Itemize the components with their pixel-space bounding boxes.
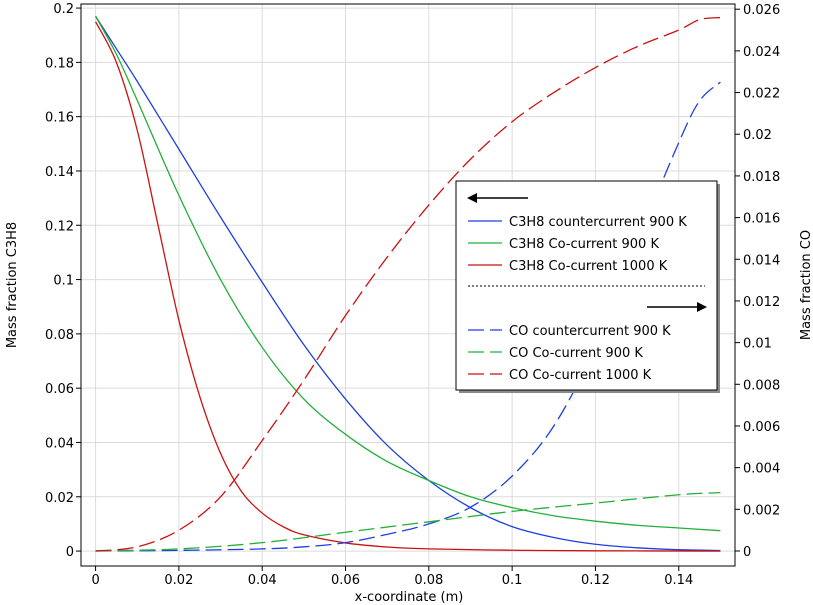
legend-label: C3H8 countercurrent 900 K: [509, 215, 687, 230]
legend-right-axis-arrow: [647, 302, 707, 312]
x-tick-label: 0.08: [414, 573, 443, 588]
series-lines: [95, 15, 721, 552]
series-line-5: [95, 492, 721, 552]
y-left-tick-label: 0.14: [45, 165, 74, 180]
y-right-tick-label: 0.022: [743, 87, 780, 102]
series-line-2: [95, 15, 721, 532]
y-right-tick-label: 0.014: [743, 253, 780, 268]
x-tick-label: 0.14: [664, 573, 693, 588]
y-right-tick-label: 0.004: [743, 462, 780, 477]
y-right-tick-label: 0.018: [743, 170, 780, 185]
series-line-6: [95, 16, 721, 552]
y-right-tick-label: 0.024: [743, 45, 780, 60]
y-axis-left-label: Mass fraction C3H8: [5, 222, 20, 348]
x-tick-label: 0.12: [581, 573, 610, 588]
y-left-tick-label: 0.16: [45, 111, 74, 126]
series-line-1: [95, 15, 721, 552]
y-right-tick-label: 0: [743, 545, 751, 560]
y-right-tick-label: 0.002: [743, 503, 780, 518]
y-left-tick-label: 0.2: [53, 2, 74, 17]
legend-left-axis-arrow: [467, 193, 528, 203]
y-axis-left-ticks: 0 0.02 0.04 0.06 0.08 0.1 0.12 0.14 0.16 0.18 0.2: [45, 2, 81, 560]
y-right-tick-label: 0.012: [743, 295, 780, 310]
y-left-tick-label: 0.1: [53, 274, 74, 289]
series-line-4: [95, 81, 721, 552]
y-right-tick-label: 0.02: [743, 128, 772, 143]
y-axis-right-ticks: 0 0.002 0.004 0.006 0.008 0.01 0.012 0.014 0.016…: [735, 3, 780, 560]
y-left-tick-label: 0.06: [45, 382, 74, 397]
x-tick-label: 0.1: [502, 573, 523, 588]
legend-label: CO countercurrent 900 K: [509, 324, 671, 339]
y-right-tick-label: 0.016: [743, 212, 780, 227]
y-left-tick-label: 0.02: [45, 491, 74, 506]
legend-label: CO Co-current 1000 K: [509, 368, 652, 383]
y-left-tick-label: 0.18: [45, 56, 74, 71]
legend: C3H8 countercurrent 900 K C3H8 Co-current…: [455, 180, 720, 393]
y-left-tick-label: 0.04: [45, 436, 74, 451]
x-tick-label: 0.04: [248, 573, 277, 588]
x-axis-ticks: 0 0.02 0.04 0.06 0.08 0.1 0.12 0.14: [91, 566, 693, 588]
y-right-tick-label: 0.006: [743, 420, 780, 435]
legend-label: CO Co-current 900 K: [509, 346, 643, 361]
y-right-tick-label: 0.01: [743, 337, 772, 352]
legend-label: C3H8 Co-current 1000 K: [509, 259, 668, 274]
series-line-3: [95, 21, 721, 552]
x-tick-label: 0.06: [331, 573, 360, 588]
y-right-tick-label: 0.026: [743, 3, 780, 18]
y-left-tick-label: 0: [66, 545, 74, 560]
y-right-tick-label: 0.008: [743, 378, 780, 393]
x-axis-label: x-coordinate (m): [355, 590, 464, 605]
x-tick-label: 0: [91, 573, 99, 588]
y-axis-right-label: Mass fraction CO: [799, 230, 813, 340]
y-left-tick-label: 0.12: [45, 219, 74, 234]
x-tick-label: 0.02: [164, 573, 193, 588]
y-left-tick-label: 0.08: [45, 328, 74, 343]
plot-frame: [80, 3, 736, 567]
legend-label: C3H8 Co-current 900 K: [509, 237, 659, 252]
